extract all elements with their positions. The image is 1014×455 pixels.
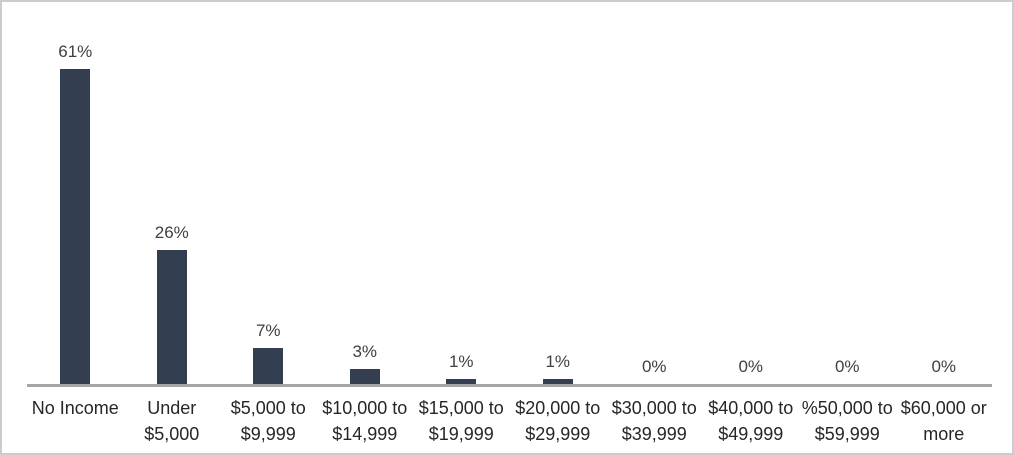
data-label: 0%: [834, 357, 860, 376]
bar-cell: 0%: [896, 2, 993, 384]
bar: [446, 379, 477, 384]
x-axis-label-line: $40,000 to: [708, 398, 794, 418]
x-axis-label-line: No Income: [31, 398, 119, 418]
bar-cell: 1%: [510, 2, 607, 384]
data-label: 1%: [448, 352, 474, 371]
x-axis-label-line: $5,000: [144, 424, 200, 444]
bar-cell: 0%: [703, 2, 800, 384]
x-axis-label-line: $39,999: [621, 424, 687, 444]
x-axis-label-line: $9,999: [240, 424, 296, 444]
x-axis-label-line: $29,999: [525, 424, 591, 444]
x-axis-label: $20,000 to $29,999: [510, 395, 607, 447]
x-axis-label: %50,000 to $59,999: [799, 395, 896, 447]
data-label: 0%: [931, 357, 957, 376]
data-label: 61%: [58, 42, 93, 61]
data-label: 0%: [738, 357, 764, 376]
x-axis-label: $5,000 to $9,999: [220, 395, 317, 447]
x-axis-labels: No Income Under $5,000 $5,000 to $9,999 $10,0…: [27, 395, 992, 447]
data-label: 3%: [352, 342, 378, 361]
x-axis-label: $10,000 to $14,999: [317, 395, 414, 447]
data-label: 26%: [154, 223, 189, 242]
x-axis-label-line: $49,999: [718, 424, 784, 444]
x-axis-label-line: Under: [147, 398, 197, 418]
data-label: 1%: [545, 352, 571, 371]
x-axis-label: $30,000 to $39,999: [606, 395, 703, 447]
bar-cell: 61%: [27, 2, 124, 384]
bars-row: 61% 26% 7% 3% 1% 1% 0% 0% 0% 0%: [27, 2, 992, 384]
bar-cell: 7%: [220, 2, 317, 384]
x-axis-label-line: $60,000 or: [900, 398, 987, 418]
bar-cell: 3%: [317, 2, 414, 384]
bar-cell: 0%: [606, 2, 703, 384]
x-axis-label-line: $59,999: [814, 424, 880, 444]
x-axis-label-line: $14,999: [332, 424, 398, 444]
x-axis-label-line: more: [923, 424, 965, 444]
data-label: 0%: [641, 357, 667, 376]
x-axis-label: No Income: [27, 395, 124, 447]
x-axis-label: $60,000 or more: [896, 395, 993, 447]
x-axis-label: Under $5,000: [124, 395, 221, 447]
plot-area: 61% 26% 7% 3% 1% 1% 0% 0% 0% 0% No Income Under $5,…: [27, 2, 992, 453]
bar: [542, 379, 573, 384]
x-axis-label-line: $30,000 to: [611, 398, 697, 418]
x-axis-label-line: $20,000 to: [515, 398, 601, 418]
x-axis-label-line: $15,000 to: [418, 398, 504, 418]
bar-cell: 1%: [413, 2, 510, 384]
x-axis-label: $40,000 to $49,999: [703, 395, 800, 447]
bar: [253, 348, 284, 384]
bar-cell: 0%: [799, 2, 896, 384]
bar: [349, 369, 380, 384]
data-label: 7%: [255, 321, 281, 340]
x-axis-label-line: $5,000 to: [230, 398, 306, 418]
bar: [60, 69, 91, 384]
x-axis-line: [27, 384, 992, 387]
bar: [156, 250, 187, 384]
bar-cell: 26%: [124, 2, 221, 384]
x-axis-label: $15,000 to $19,999: [413, 395, 510, 447]
x-axis-label-line: $19,999: [428, 424, 494, 444]
x-axis-label-line: $10,000 to: [322, 398, 408, 418]
x-axis-label-line: %50,000 to: [801, 398, 893, 418]
